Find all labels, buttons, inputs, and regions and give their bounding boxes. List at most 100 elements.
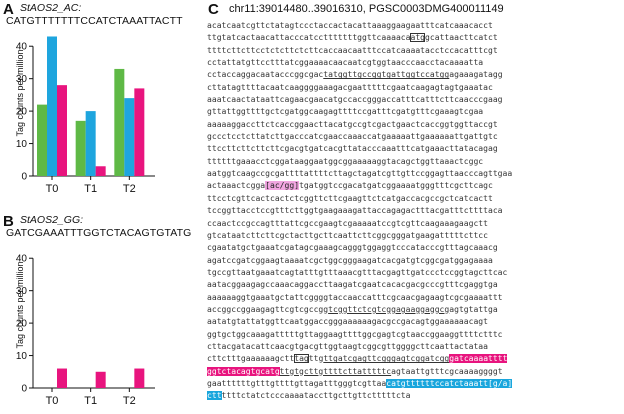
sequence-segment: gccctcctcttatcttgacccatcgaaccaaaccatgaaa…	[207, 132, 498, 142]
sequence-segment: ttcctcgttcactcactctcggttcttcgaagttctcatg…	[207, 193, 493, 203]
sequence-segment: tgatggtccgacatgatcggaaaatgggtttcgcttcagc	[299, 181, 493, 191]
sequence-line: ttccttcttcttcttcgacgtgatcacgttatacccaaat…	[207, 143, 512, 155]
sequence-line: aatatgtattatggttcaatggaccgggaaaaaagacgcc…	[207, 316, 512, 328]
panel-b-bar-chart: 0 10 20 30 40 T0 T1 T2	[16, 254, 155, 407]
panel-a-bar	[75, 120, 86, 176]
sequence-segment: aaaaaggaccttctcaccggaacttacatgccgtcgactg…	[207, 119, 498, 129]
panel-b-x-tick-label: T0	[46, 395, 59, 407]
panel-a-sequence: CATGTTTTTTTCCATCTAAATTACTT	[6, 15, 183, 27]
sequence-segment: gtcataatcttcttcgctacttgcttcaattcttcggcgg…	[207, 230, 488, 240]
tag-ac-highlight: gatcaaaatttt	[449, 354, 508, 364]
sequence-segment: cttacgatacattcaacgtgacgttggtaagtcggcgttg…	[207, 341, 488, 351]
sequence-line: ggtgctggcaaagatttttgttaggaagttttggcgagtc…	[207, 329, 512, 341]
sequence-segment: cttctttgaaaaaagctt	[207, 354, 295, 364]
sequence-segment: gcattaacttcatct	[425, 33, 498, 43]
panel-b-bar	[95, 371, 106, 388]
panel-a-bar	[57, 85, 67, 176]
panel-a-x-tick-label: T2	[123, 183, 136, 195]
panel-b-letter: B	[3, 213, 14, 230]
sequence-line: gccctcctcttatcttgacccatcgaaccaaaccatgaaa…	[207, 131, 512, 143]
sequence-segment: aatggtcaagccgcgattttattttcttagctagatcgtt…	[207, 169, 513, 179]
panel-b-y-tick-label: 10	[16, 351, 28, 362]
sequence-segment: ccaactccgccagtttattcgccgaagtcgaaaaatccgt…	[207, 218, 488, 228]
panel-b-bar	[57, 368, 67, 388]
sequence-segment: actaaactcgga	[207, 181, 266, 191]
sequence-line: aaatcaactataattcagaacgaacatgccaccgggacca…	[207, 94, 512, 106]
tag-gg-highlight: catgttttttccatctaaatt[g/a]	[386, 378, 513, 388]
sequence-segment: gaattttttgtttgttttgttagatttgggtcgttaa	[207, 378, 387, 388]
panel-a-bar-chart: 0 10 20 30 40 T0 T1 T2	[16, 36, 155, 195]
genomic-sequence-block: acatcaatcgttctatagtccctaccactacattaaagga…	[207, 20, 513, 403]
sequence-segment: ttgtatcactaacattacccatcctttttttggttcaaaa…	[207, 33, 411, 43]
sequence-line: ttcctcgttcactcactctcggttcttcgaagttctcatg…	[207, 193, 512, 205]
sequence-segment: aaatcaactataattcagaacgaacatgccaccgggacca…	[207, 95, 503, 105]
tag-ac-highlight: ggtctacagtgcatg	[207, 366, 280, 376]
sequence-segment: gttattggttttgctcgatggcaagagttttccgatttcg…	[207, 107, 484, 117]
sequence-segment: tccggttacctccgtttcttggtgaagaaagattaccaga…	[207, 206, 503, 216]
underlined-sequence: tatggttgccggtgattggtccatgg	[323, 70, 450, 80]
panel-b-y-tick-label: 0	[21, 384, 27, 395]
sequence-line: cctattatgttcctttatcggaaaacaacaatcgtggtaa…	[207, 57, 512, 69]
panel-b-y-tick-label: 40	[16, 254, 28, 265]
snp-ac-gg-highlight: [ac/gg]	[265, 181, 300, 191]
sequence-segment: acatcaatcgttctatagtccctaccactacattaaagga…	[207, 21, 493, 30]
sequence-segment: cctaccaggacaatacccggcgac	[207, 70, 324, 80]
panel-b-gene-name: StAOS2_GG:	[20, 214, 84, 226]
codon-box: atg	[410, 33, 426, 43]
panel-a-x-tick-label: T1	[84, 183, 97, 195]
sequence-line: gaattttttgtttgttttgttagatttgggtcgttaacat…	[207, 378, 513, 390]
panel-a-bar	[95, 166, 106, 176]
panel-a-y-tick-label: 10	[16, 139, 28, 150]
panel-a-y-tick-label: 30	[16, 74, 28, 85]
sequence-segment: ttccttcttcttcttcgacgtgatcacgttatacccaaat…	[207, 144, 498, 154]
sequence-line: tgccgttaatgaaatcagtatttgtttaaacgtttacgag…	[207, 267, 512, 279]
panel-b-y-tick-label: 30	[16, 286, 28, 297]
sequence-segment: ttttctatctcccaaaataccttgcttgttctttttcta	[221, 391, 411, 401]
tag-gg-highlight: ctt	[207, 391, 222, 401]
sequence-line: ttttttgaaacctcggataaggaatggcggaaaaaggtac…	[207, 156, 512, 168]
sequence-segment: accggccggaagagttcgtcgccgg	[207, 304, 329, 314]
panel-a-bar	[114, 68, 125, 176]
panel-c-letter: C	[208, 1, 219, 18]
panel-c-title: chr11:39014480..39016310, PGSC0003DMG400…	[229, 3, 504, 15]
panel-a-bar	[124, 98, 135, 176]
sequence-line: ccaactccgccagtttattcgccgaagtcgaaaaatccgt…	[207, 218, 512, 230]
sequence-segment: cctattatgttcctttatcggaaaacaacaatcgtggtaa…	[207, 58, 484, 68]
sequence-line: ttttcttcttcctctcttctcttcaccaacaatttccatc…	[207, 45, 512, 57]
sequence-line: cttatagttttacaatcaaggggaaagacgaatttttcga…	[207, 82, 512, 94]
sequence-segment: aatatgtattatggttcaatggaccgggaaaaaagacgcc…	[207, 317, 488, 327]
panel-a-gene-name: StAOS2_AC:	[20, 2, 82, 14]
underlined-sequence: tcggttctcgtcggagaaggaggcg	[328, 304, 450, 314]
panel-a-bar	[134, 88, 145, 176]
sequence-line: tccggttacctccgtttcttggtgaagaaagattaccaga…	[207, 205, 512, 217]
panel-a-x-tick-label: T0	[46, 183, 59, 195]
panel-b-x-tick-label: T1	[84, 395, 97, 407]
sequence-line: ggtctacagtgcatgttgtgcttgttttcttatttttcag…	[207, 366, 512, 378]
sequence-segment: tgccgttaatgaaatcagtatttgtttaaacgtttacgag…	[207, 267, 508, 277]
sequence-segment: ttttttgaaacctcggataaggaatggcggaaaaaggtac…	[207, 156, 484, 166]
sequence-line: ttgtatcactaacattacccatcctttttttggttcaaaa…	[207, 32, 512, 44]
codon-box: tag	[294, 354, 309, 364]
sequence-line: cctaccaggacaatacccggcgactatggttgccggtgat…	[207, 69, 512, 81]
sequence-line: aatacggaagagccaaacaggaccttaagatcgaatcaca…	[207, 279, 512, 291]
panel-b-bar	[134, 368, 145, 388]
underlined-sequence: ttgtgcttgttttcttatttttc	[279, 366, 392, 376]
sequence-segment: cgaatatgctgaaatcgatagcgaaagcagggtggaggtc…	[207, 243, 498, 253]
sequence-line: actaaactcgga[ac/gg]tgatggtccgacatgatcgga…	[207, 180, 512, 192]
sequence-segment: agaaagatagg	[449, 70, 503, 80]
panel-a-y-tick-label: 40	[16, 42, 28, 53]
panel-a-bar	[37, 104, 47, 176]
sequence-segment: ttttcttcttcctctcttctcttcaccaacaatttccatc…	[207, 45, 498, 55]
sequence-line: accggccggaagagttcgtcgccggtcggttctcgtcgga…	[207, 304, 512, 316]
sequence-line: agatccgatcggaagtaaaatcgctggcgggaagatcacg…	[207, 255, 512, 267]
sequence-line: cttctttgaaaaaagctttagttgttgatcgagttcggga…	[207, 353, 512, 365]
sequence-line: aatggtcaagccgcgattttattttcttagctagatcgtt…	[207, 168, 512, 180]
sequence-segment: agtaattgtttcgcaaaaggggt	[391, 366, 503, 376]
sequence-line: gttattggttttgctcgatggcaagagttttccgatttcg…	[207, 106, 512, 118]
sequence-segment: agtgtattga	[449, 304, 498, 314]
panel-b-y-tick-label: 20	[16, 319, 28, 330]
sequence-line: aaaaaggaccttctcaccggaacttacatgccgtcgactg…	[207, 119, 512, 131]
underlined-sequence: ttgatcgagttcgggagtcggatcgg	[323, 354, 450, 364]
sequence-segment: ttg	[308, 354, 324, 364]
panel-b-x-tick-label: T2	[123, 395, 136, 407]
